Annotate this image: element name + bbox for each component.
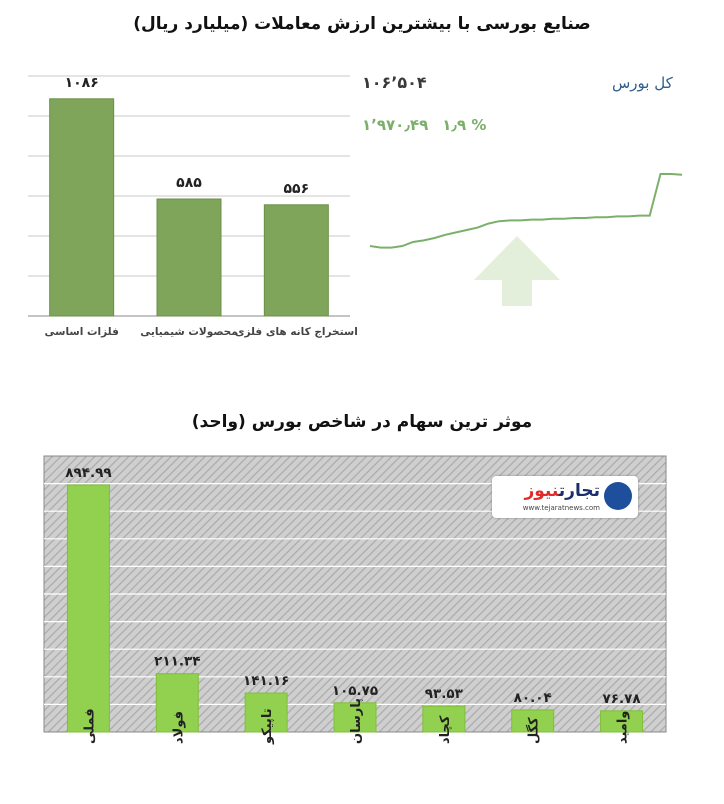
category-label: کگل <box>526 717 542 744</box>
bar <box>244 692 288 733</box>
up-arrow-icon <box>474 236 560 306</box>
index-change-percent: ۱٫۹ % <box>442 116 487 134</box>
category-label: فولاد <box>171 711 186 744</box>
bar <box>156 198 222 317</box>
industries-bar-chart: ۱۰۸۶ فلزات اساسی ۵۸۵ محصولات شیمیایی ۵۵۶ استخ… <box>28 75 358 338</box>
bar-value-label: ۸۹۴.۹۹ <box>65 465 111 481</box>
category-label: فلزات اساسی <box>45 326 119 338</box>
tejaratnews-logo: تجارتنیوز www.tejaratnews.com <box>492 476 638 518</box>
bar <box>511 709 555 733</box>
bar-value-label: ۸۰.۰۴ <box>514 690 552 706</box>
index-line <box>369 173 683 249</box>
top-chart-title: صنایع بورسی با بیشترین ارزش معاملات (میل… <box>133 14 591 34</box>
bar-value-label: ۵۵۶ <box>284 181 310 197</box>
logo-mark-icon <box>604 482 632 510</box>
category-label: استخراج کانه های فلزی <box>235 326 358 338</box>
bar <box>263 204 329 317</box>
bar-value-label: ۱۰۵.۷۵ <box>332 683 378 699</box>
category-label: محصولات شیمیایی <box>140 326 237 338</box>
index-value: ۱۰۶٬۵۰۴ <box>362 73 427 92</box>
bar-value-label: ۱۴۱.۱۶ <box>243 673 289 689</box>
logo-name: تجارتنیوز <box>524 481 600 501</box>
bottom-chart-title: موثر ترین سهام در شاخص بورس (واحد) <box>191 412 533 432</box>
index-change-points: ۱٬۹۷۰٫۴۹ <box>362 116 429 134</box>
category-label: کچاد <box>438 715 453 744</box>
bar <box>422 705 466 733</box>
index-name: کل بورس <box>612 74 673 92</box>
bar <box>600 710 644 733</box>
bar-value-label: ۱۰۸۶ <box>65 75 99 91</box>
bar <box>66 484 110 733</box>
stocks-bar-chart: ۸۹۴.۹۹ فملی ۲۱۱.۳۴ فولاد ۱۴۱.۱۶ تاپیکو ۱۰۵.۷۵پ… <box>43 455 667 745</box>
bar-value-label: ۷۶.۷۸ <box>603 691 642 707</box>
bar-value-label: ۹۳.۵۳ <box>425 686 464 702</box>
logo-url: www.tejaratnews.com <box>522 504 600 512</box>
bar <box>155 673 199 733</box>
bar <box>333 702 377 733</box>
index-change: ۱٬۹۷۰٫۴۹ ۱٫۹ % <box>362 116 500 134</box>
index-trend-chart <box>369 173 683 306</box>
category-label: پارسان <box>349 698 364 744</box>
bar-value-label: ۲۱۱.۳۴ <box>154 654 200 670</box>
category-label: وامید <box>616 711 631 744</box>
category-label: فملی <box>82 708 97 744</box>
category-label: تاپیکو <box>260 708 275 745</box>
bar-value-label: ۵۸۵ <box>176 175 202 191</box>
bar <box>49 98 115 317</box>
